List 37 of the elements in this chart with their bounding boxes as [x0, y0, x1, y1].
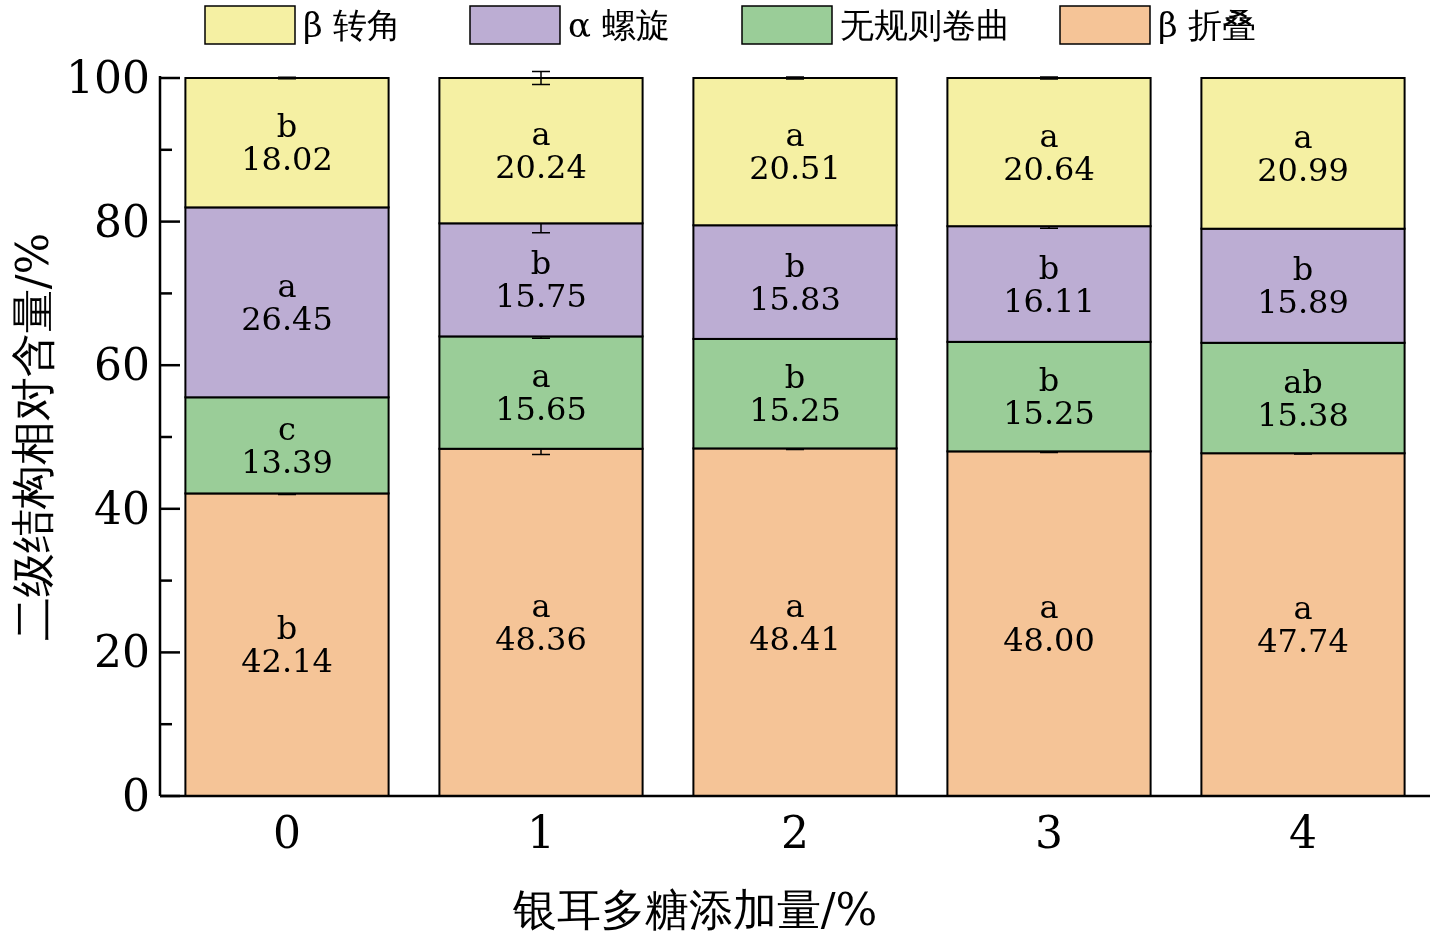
data-label: a 15.65 [495, 357, 587, 429]
x-axis-title: 银耳多糖添加量/% [511, 884, 878, 934]
y-tick-label: 20 [94, 626, 150, 678]
data-label: b 15.89 [1257, 250, 1349, 322]
data-label: a 20.51 [749, 116, 841, 188]
data-label: b 16.11 [1003, 248, 1095, 320]
y-tick-label: 40 [94, 482, 150, 534]
data-label: a 20.99 [1257, 117, 1349, 189]
y-tick-label: 60 [94, 339, 150, 391]
x-tick-label: 0 [273, 807, 301, 858]
data-label: ab 15.38 [1257, 362, 1349, 434]
data-label: a 48.41 [749, 586, 841, 658]
data-label: b 15.25 [1003, 361, 1095, 433]
data-label: b 15.83 [749, 246, 841, 318]
data-label: a 20.24 [495, 115, 587, 187]
data-label: b 42.14 [241, 609, 333, 681]
x-tick-label: 3 [1035, 807, 1063, 858]
y-tick-label: 80 [94, 195, 150, 247]
data-label: b 18.02 [241, 107, 333, 179]
data-label: a 47.74 [1257, 589, 1349, 661]
legend-label: α 螺旋 [568, 5, 670, 45]
data-label: b 15.25 [749, 358, 841, 430]
data-label: a 48.36 [495, 586, 587, 658]
legend-label: β 转角 [303, 5, 402, 45]
x-tick-label: 2 [781, 807, 809, 858]
data-label: c 13.39 [241, 409, 333, 481]
legend-label: β 折叠 [1158, 5, 1257, 45]
x-tick-label: 4 [1289, 807, 1317, 858]
data-label: a 26.45 [241, 266, 333, 338]
data-label: a 48.00 [1003, 588, 1095, 660]
legend-label: 无规则卷曲 [840, 5, 1010, 45]
y-tick-label: 0 [122, 770, 150, 821]
y-axis-title: 二级结构相对含量/% [7, 232, 58, 642]
data-label: b 15.75 [495, 244, 587, 316]
x-tick-label: 1 [527, 807, 555, 858]
y-tick-label: 100 [66, 52, 150, 103]
data-label: a 20.64 [1003, 116, 1095, 188]
